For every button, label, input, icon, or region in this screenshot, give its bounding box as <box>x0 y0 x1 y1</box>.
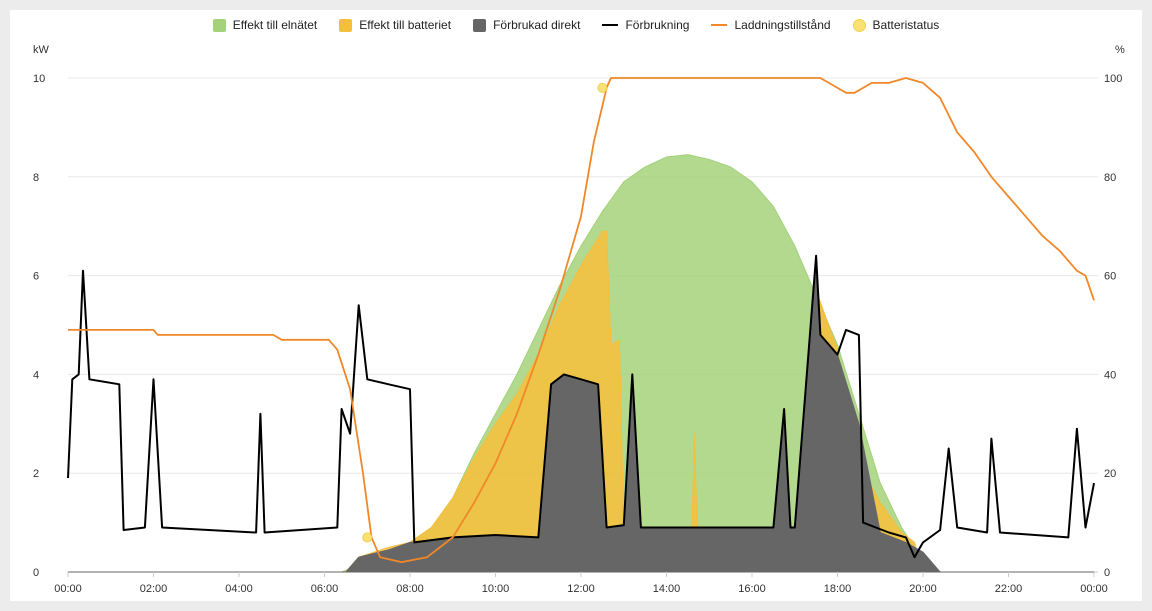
y-tick-left: 8 <box>33 172 39 184</box>
x-tick-label: 22:00 <box>995 583 1023 595</box>
y-tick-left: 0 <box>33 567 39 579</box>
legend-label: Batteristatus <box>872 18 940 32</box>
y-tick-right: 100 <box>1104 73 1122 85</box>
x-tick-label: 04:00 <box>225 583 253 595</box>
legend-label: Förbrukning <box>625 18 690 32</box>
legend-swatch <box>212 18 226 32</box>
legend-item-forbrukning[interactable]: Förbrukning <box>602 18 689 32</box>
x-tick-label: 06:00 <box>311 583 339 595</box>
legend-swatch <box>711 24 728 26</box>
legend-item-laddningstillstand[interactable]: Laddningstillstånd <box>711 18 831 32</box>
legend-swatch <box>602 24 619 26</box>
point-series <box>362 82 608 543</box>
y-axis-left-label: kW <box>33 44 50 56</box>
x-tick-label: 00:00 <box>1080 583 1108 595</box>
legend-swatch <box>852 18 866 32</box>
line-forbrukning <box>67 254 1095 559</box>
legend-item-batteristatus[interactable]: Batteristatus <box>852 18 940 32</box>
x-tick-label: 10:00 <box>482 583 510 595</box>
legend-label: Förbrukad direkt <box>493 18 581 32</box>
y-tick-right: 40 <box>1104 369 1116 381</box>
x-tick-label: 18:00 <box>824 583 852 595</box>
y-tick-left: 6 <box>33 271 39 283</box>
legend-swatch <box>339 18 353 32</box>
legend-item-effekt-till-batteriet[interactable]: Effekt till batteriet <box>339 18 451 32</box>
x-tick-label: 20:00 <box>909 583 937 595</box>
legend-item-forbrukad-direkt[interactable]: Förbrukad direkt <box>473 18 580 32</box>
x-tick-label: 02:00 <box>140 583 168 595</box>
line-series <box>67 77 1095 563</box>
y-tick-left: 4 <box>33 369 39 381</box>
y-tick-right: 60 <box>1104 271 1116 283</box>
x-tick-label: 16:00 <box>738 583 766 595</box>
legend-label: Effekt till elnätet <box>232 18 318 32</box>
x-tick-label: 12:00 <box>567 583 595 595</box>
y-axis-right-label: % <box>1115 44 1125 56</box>
point-batteristatus[interactable] <box>362 532 373 543</box>
y-tick-right: 0 <box>1104 567 1110 579</box>
y-tick-right: 20 <box>1104 468 1116 480</box>
x-tick-label: 14:00 <box>653 583 681 595</box>
y-tick-left: 10 <box>33 73 45 85</box>
x-tick-label: 00:00 <box>54 583 82 595</box>
line-laddningstillstand <box>68 77 1095 563</box>
y-tick-right: 80 <box>1104 172 1116 184</box>
area-series <box>68 154 1094 573</box>
x-tick-label: 08:00 <box>396 583 424 595</box>
legend-label: Laddningstillstånd <box>734 18 831 32</box>
legend-item-effekt-till-elnatet[interactable]: Effekt till elnätet <box>212 18 318 32</box>
legend-label: Effekt till batteriet <box>359 18 452 32</box>
point-batteristatus[interactable] <box>597 82 608 93</box>
y-tick-left: 2 <box>33 468 39 480</box>
legend-swatch <box>473 18 487 32</box>
chart-legend: Effekt till elnätet Effekt till batteriet… <box>0 18 1152 32</box>
